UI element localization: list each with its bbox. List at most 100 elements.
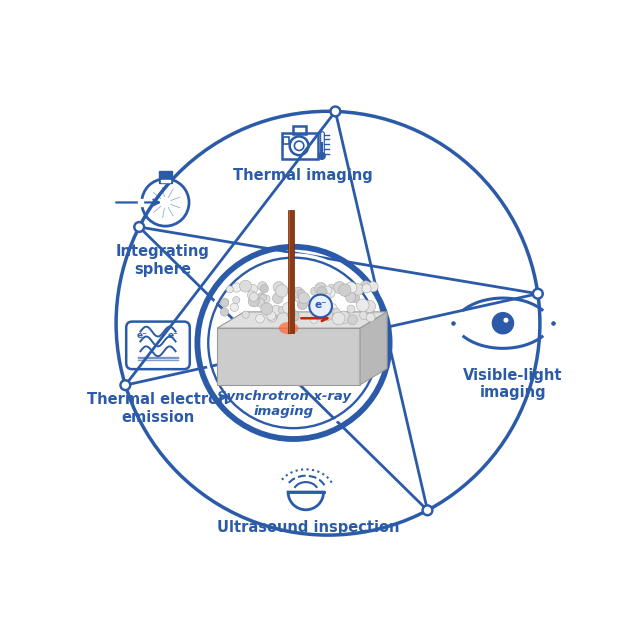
Circle shape <box>352 284 364 295</box>
Circle shape <box>319 295 327 304</box>
Circle shape <box>247 291 256 300</box>
Circle shape <box>348 315 357 324</box>
Circle shape <box>333 308 340 316</box>
Circle shape <box>278 307 285 314</box>
Ellipse shape <box>279 322 298 334</box>
Circle shape <box>260 285 268 293</box>
Circle shape <box>319 152 325 159</box>
Circle shape <box>298 292 310 303</box>
Text: e⁻: e⁻ <box>168 331 179 340</box>
Circle shape <box>268 310 278 321</box>
Circle shape <box>360 281 372 292</box>
Circle shape <box>230 303 239 312</box>
Text: Visible-light
imaging: Visible-light imaging <box>463 367 563 400</box>
Polygon shape <box>288 210 294 333</box>
Circle shape <box>360 304 370 314</box>
Circle shape <box>134 221 145 232</box>
Circle shape <box>232 283 241 292</box>
Circle shape <box>242 311 250 318</box>
Polygon shape <box>217 328 360 385</box>
Circle shape <box>342 289 349 296</box>
Circle shape <box>287 287 296 295</box>
Circle shape <box>345 289 355 300</box>
Circle shape <box>345 282 356 294</box>
Circle shape <box>256 298 264 307</box>
Circle shape <box>333 282 346 294</box>
Circle shape <box>324 303 333 312</box>
Circle shape <box>310 287 319 295</box>
Circle shape <box>262 295 270 303</box>
Circle shape <box>258 282 267 291</box>
Circle shape <box>226 286 233 293</box>
Circle shape <box>312 296 319 302</box>
Circle shape <box>233 296 240 303</box>
Circle shape <box>122 382 128 388</box>
Circle shape <box>504 317 508 323</box>
Circle shape <box>261 303 273 315</box>
Circle shape <box>332 312 345 325</box>
Circle shape <box>292 287 303 298</box>
Circle shape <box>220 298 228 307</box>
Circle shape <box>323 286 332 295</box>
Text: e⁻: e⁻ <box>314 300 327 310</box>
Circle shape <box>220 308 228 316</box>
Circle shape <box>239 280 252 292</box>
Circle shape <box>535 291 541 297</box>
Circle shape <box>268 314 276 322</box>
Circle shape <box>339 284 351 296</box>
Circle shape <box>267 311 276 320</box>
Circle shape <box>368 282 378 292</box>
Circle shape <box>250 297 257 304</box>
Circle shape <box>492 313 513 333</box>
Text: Synchrotron x-ray
imaging: Synchrotron x-ray imaging <box>216 390 351 418</box>
Circle shape <box>291 292 300 300</box>
Circle shape <box>356 299 369 312</box>
Circle shape <box>260 294 267 301</box>
Circle shape <box>221 299 228 307</box>
Circle shape <box>297 289 305 298</box>
Circle shape <box>347 305 355 313</box>
Circle shape <box>323 293 331 301</box>
Circle shape <box>330 106 341 117</box>
Circle shape <box>271 305 281 316</box>
Polygon shape <box>289 210 291 333</box>
Text: Integrating
sphere: Integrating sphere <box>116 244 210 276</box>
Circle shape <box>248 284 257 294</box>
Circle shape <box>298 300 308 310</box>
Circle shape <box>365 306 374 314</box>
Bar <box>283 138 289 144</box>
Circle shape <box>362 284 371 293</box>
Circle shape <box>532 288 543 299</box>
Circle shape <box>327 303 337 314</box>
Circle shape <box>366 308 373 316</box>
Bar <box>138 199 143 206</box>
Circle shape <box>360 311 369 320</box>
Circle shape <box>276 285 288 297</box>
Polygon shape <box>217 312 387 328</box>
Bar <box>161 180 170 182</box>
Circle shape <box>424 508 431 513</box>
Circle shape <box>324 287 335 298</box>
Circle shape <box>317 287 327 297</box>
Circle shape <box>249 292 258 301</box>
FancyBboxPatch shape <box>159 171 172 183</box>
Circle shape <box>287 308 296 317</box>
Circle shape <box>346 292 356 303</box>
Circle shape <box>332 108 339 115</box>
Circle shape <box>298 301 305 308</box>
Circle shape <box>273 293 283 303</box>
Text: Thermal imaging: Thermal imaging <box>234 168 373 183</box>
Circle shape <box>422 505 433 516</box>
Circle shape <box>273 282 284 293</box>
Circle shape <box>282 303 293 313</box>
Circle shape <box>327 308 335 316</box>
Circle shape <box>136 224 142 230</box>
Circle shape <box>309 294 332 317</box>
Circle shape <box>366 313 375 322</box>
Circle shape <box>288 310 299 321</box>
Text: Thermal electron
emission: Thermal electron emission <box>87 392 228 424</box>
Circle shape <box>314 304 323 313</box>
Circle shape <box>351 294 360 303</box>
Circle shape <box>248 296 259 307</box>
Circle shape <box>255 314 264 323</box>
